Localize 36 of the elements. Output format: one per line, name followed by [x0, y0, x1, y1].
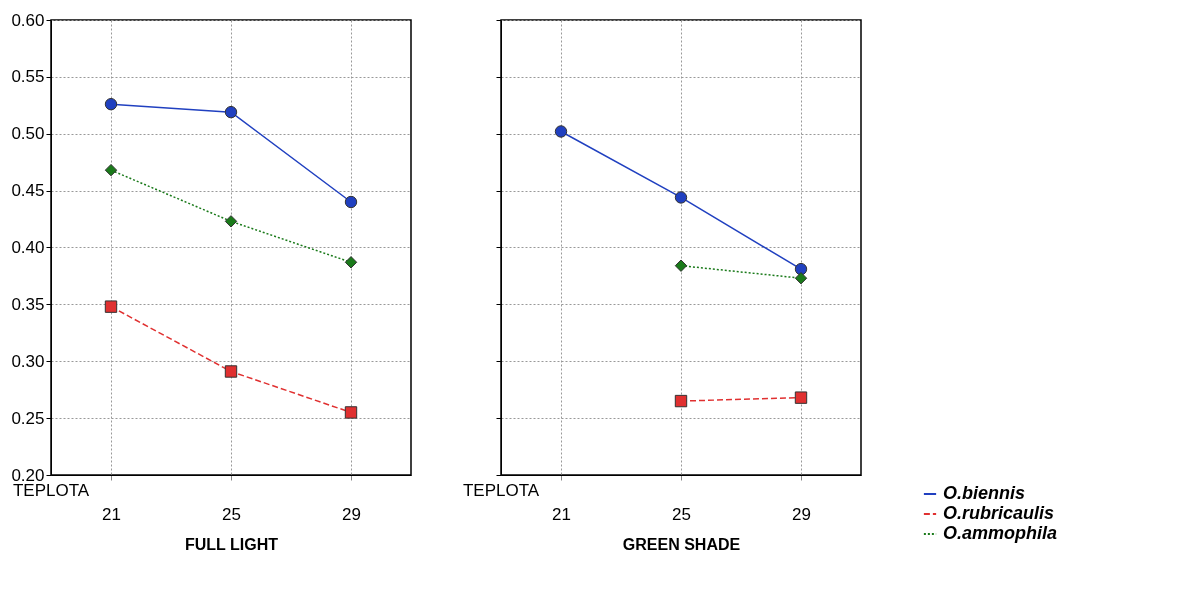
- point: [344, 406, 358, 419]
- x-axis-title: GREEN SHADE: [622, 535, 741, 553]
- point: [554, 125, 568, 138]
- point: [674, 394, 688, 408]
- point: [674, 191, 688, 204]
- x-tick-label: 25: [222, 504, 241, 524]
- point: [104, 300, 118, 313]
- point: [224, 105, 238, 119]
- text: TEPLOTA: [462, 481, 540, 500]
- point: [674, 259, 688, 272]
- point: [344, 256, 358, 269]
- point: [344, 195, 358, 209]
- legend-label: O.biennis: [943, 483, 1026, 503]
- y-tick-label: 0.40: [11, 238, 45, 257]
- y-tick-label: 0.30: [11, 351, 45, 371]
- point: [104, 97, 118, 111]
- y-tick-label: 0.25: [11, 408, 45, 428]
- y-tick-label: 0.50: [11, 124, 45, 144]
- x-tick-label: 29: [792, 504, 811, 524]
- y-tick-label: 0.45: [11, 181, 45, 201]
- point: [794, 262, 808, 276]
- legend-label: O.ammophila: [943, 523, 1058, 543]
- x-tick-label: 21: [552, 504, 571, 524]
- point: [224, 215, 238, 228]
- point: [794, 272, 808, 285]
- y-tick-label: 0.35: [11, 294, 45, 314]
- y-tick-label: 0.55: [11, 67, 45, 87]
- legend-label: O.rubricaulis: [943, 503, 1055, 523]
- point: [794, 391, 808, 404]
- x-axis-title: FULL LIGHT: [184, 535, 279, 553]
- point: [104, 163, 118, 177]
- x-tick-label: 25: [672, 504, 691, 524]
- y-tick-label: 0.60: [11, 10, 45, 30]
- x-tick-label: 29: [342, 504, 361, 524]
- x-tick-label: 21: [102, 504, 121, 524]
- point: [224, 365, 238, 378]
